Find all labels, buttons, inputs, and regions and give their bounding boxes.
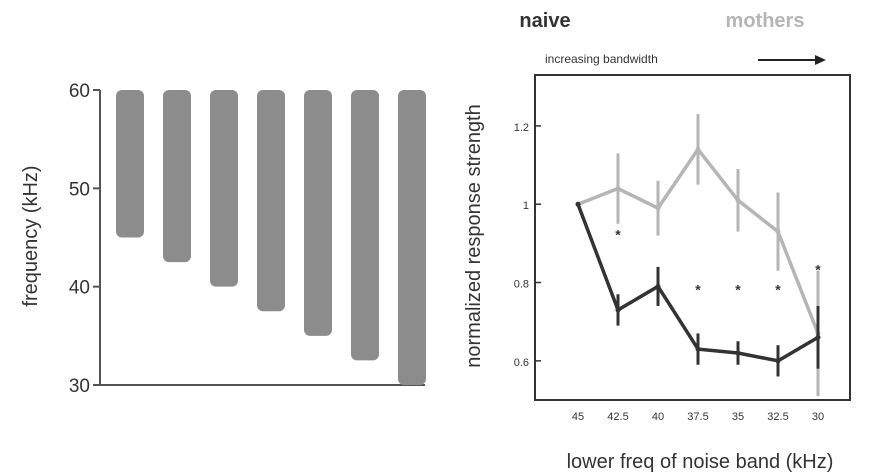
right-x-tick-label: 32.5 [767, 411, 788, 423]
left-y-tick-label: 30 [69, 376, 90, 397]
frequency-bar [351, 90, 379, 360]
data-point [576, 202, 581, 207]
frequency-bar [257, 90, 285, 311]
frequency-bar [210, 90, 238, 287]
frequency-bar [304, 90, 332, 336]
right-x-tick-label: 45 [572, 411, 584, 423]
right-x-tick-label: 35 [732, 411, 744, 423]
legend-naive: naive [519, 10, 570, 32]
data-point [696, 147, 701, 152]
right-y-tick-label: 1.2 [514, 122, 529, 134]
data-point [616, 307, 621, 312]
right-y-ticks: 0.6 0.8 1 1.2 [514, 122, 541, 369]
frequency-range-panel: frequency (kHz) 30 40 50 60 [20, 81, 426, 397]
data-point [776, 229, 781, 234]
right-x-tick-label: 37.5 [687, 411, 708, 423]
left-y-tick-label: 50 [69, 179, 90, 200]
data-point [776, 358, 781, 363]
right-y-tick-label: 1 [523, 200, 529, 212]
significance-star: * [615, 226, 621, 242]
frequency-bar [116, 90, 144, 238]
data-point [616, 186, 621, 191]
frequency-bar [163, 90, 191, 262]
data-point [656, 206, 661, 211]
right-x-ticks: 45 42.5 40 37.5 35 32.5 30 [572, 411, 824, 423]
right-y-tick-label: 0.8 [514, 279, 529, 291]
data-point [736, 198, 741, 203]
right-y-axis-title: normalized response strength [463, 104, 485, 367]
right-x-tick-label: 42.5 [607, 411, 628, 423]
data-point [736, 351, 741, 356]
left-y-axis-title: frequency (kHz) [20, 165, 42, 306]
data-point [696, 347, 701, 352]
left-y-tick-label: 60 [69, 81, 90, 102]
series-layer [576, 114, 821, 396]
response-strength-panel: naive mothers increasing bandwidth norma… [463, 10, 850, 472]
significance-star: * [775, 281, 781, 297]
frequency-bars [116, 90, 426, 385]
bandwidth-annotation: increasing bandwidth [545, 52, 658, 66]
data-point [816, 335, 821, 340]
legend-mothers: mothers [726, 10, 805, 32]
left-y-tick-label: 40 [69, 278, 90, 299]
left-y-ticks: 30 40 50 60 [69, 81, 100, 397]
right-y-tick-label: 0.6 [514, 357, 529, 369]
frequency-bar [398, 90, 426, 385]
right-x-tick-label: 30 [812, 411, 824, 423]
data-point [656, 284, 661, 289]
arrowhead-icon [815, 55, 826, 65]
right-x-axis-title: lower freq of noise band (kHz) [567, 451, 834, 472]
right-x-tick-label: 40 [652, 411, 664, 423]
plot-frame [535, 75, 850, 400]
significance-star: * [735, 281, 741, 297]
significance-star: * [695, 281, 701, 297]
significance-star: * [815, 262, 821, 278]
